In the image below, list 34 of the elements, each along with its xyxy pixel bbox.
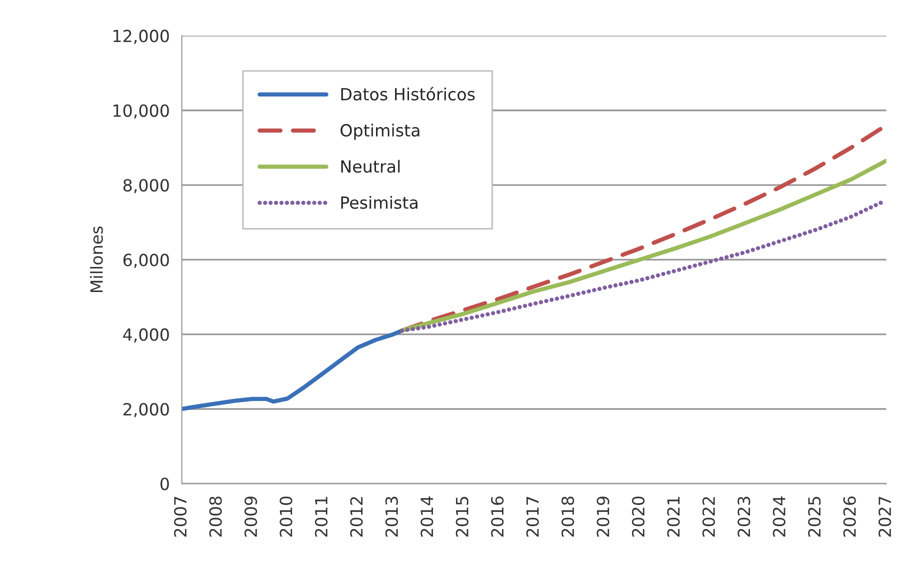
- x-tick-label: 2022: [702, 497, 715, 537]
- line-series: [182, 328, 404, 412]
- x-tick-label: 2018: [561, 496, 574, 537]
- y-tick-label: 8,000: [123, 178, 169, 194]
- x-tick-label: 2008: [209, 496, 222, 537]
- x-tick-label: 2020: [632, 496, 645, 537]
- x-tick-label: 2025: [808, 496, 821, 537]
- legend-label: Neutral: [341, 160, 400, 173]
- y-tick-label: 6,000: [123, 254, 169, 268]
- x-tick-label: 2015: [456, 496, 468, 537]
- x-tick-label: 2012: [350, 497, 363, 537]
- x-tick-label: 2027: [878, 496, 892, 537]
- y-tick-label: 12,000: [114, 30, 169, 44]
- y-axis-title: Millones: [90, 226, 103, 292]
- x-tick-label: 2016: [491, 496, 504, 537]
- y-tick-label: 4,000: [123, 328, 169, 343]
- y-tick-label: 10,000: [114, 104, 169, 119]
- y-tick-label: 2,000: [124, 402, 169, 418]
- legend-label: Optimista: [340, 124, 420, 140]
- x-tick-label: 2011: [314, 496, 328, 537]
- y-tick-label: 0: [160, 478, 169, 490]
- legend-label: Pesimista: [341, 196, 418, 209]
- x-tick-label: 2014: [420, 496, 434, 537]
- x-tick-label: 2021: [667, 496, 680, 537]
- x-tick-label: 2023: [738, 496, 750, 537]
- x-tick-label: 2007: [174, 496, 187, 537]
- x-tick-label: 2010: [280, 496, 292, 537]
- x-tick-label: 2009: [244, 496, 258, 537]
- x-tick-label: 2017: [526, 496, 539, 537]
- x-tick-label: 2019: [596, 496, 610, 537]
- x-tick-label: 2026: [843, 496, 856, 537]
- x-tick-label: 2013: [385, 496, 398, 537]
- x-tick-label: 2024: [772, 496, 786, 537]
- legend-label: Datos Históricos: [341, 86, 475, 100]
